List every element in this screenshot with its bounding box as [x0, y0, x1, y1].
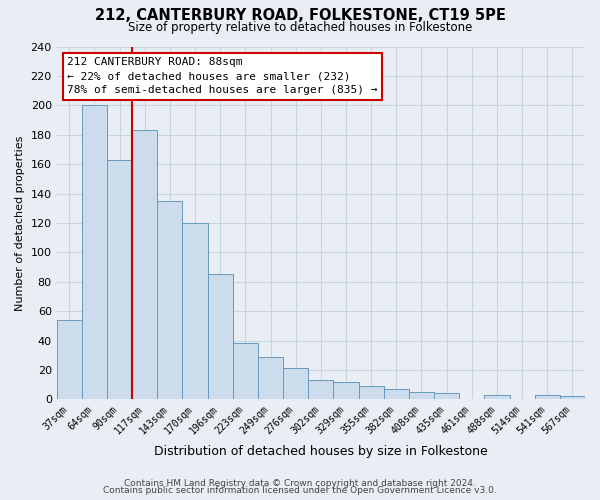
Bar	[82, 106, 107, 400]
Text: 212, CANTERBURY ROAD, FOLKESTONE, CT19 5PE: 212, CANTERBURY ROAD, FOLKESTONE, CT19 5…	[95, 8, 505, 22]
Bar	[258, 356, 283, 400]
Bar	[484, 395, 509, 400]
Bar	[409, 392, 434, 400]
Bar	[283, 368, 308, 400]
Text: 212 CANTERBURY ROAD: 88sqm
← 22% of detached houses are smaller (232)
78% of sem: 212 CANTERBURY ROAD: 88sqm ← 22% of deta…	[67, 57, 378, 95]
Text: Contains public sector information licensed under the Open Government Licence v3: Contains public sector information licen…	[103, 486, 497, 495]
Bar	[182, 223, 208, 400]
Bar	[560, 396, 585, 400]
Bar	[359, 386, 384, 400]
Bar	[535, 395, 560, 400]
Bar	[132, 130, 157, 400]
Text: Size of property relative to detached houses in Folkestone: Size of property relative to detached ho…	[128, 21, 472, 34]
Text: Contains HM Land Registry data © Crown copyright and database right 2024.: Contains HM Land Registry data © Crown c…	[124, 478, 476, 488]
Bar	[107, 160, 132, 400]
Bar	[384, 389, 409, 400]
Bar	[233, 344, 258, 400]
Bar	[208, 274, 233, 400]
Bar	[157, 201, 182, 400]
Bar	[308, 380, 334, 400]
Bar	[56, 320, 82, 400]
Y-axis label: Number of detached properties: Number of detached properties	[15, 135, 25, 310]
X-axis label: Distribution of detached houses by size in Folkestone: Distribution of detached houses by size …	[154, 444, 488, 458]
Bar	[334, 382, 359, 400]
Bar	[434, 394, 459, 400]
